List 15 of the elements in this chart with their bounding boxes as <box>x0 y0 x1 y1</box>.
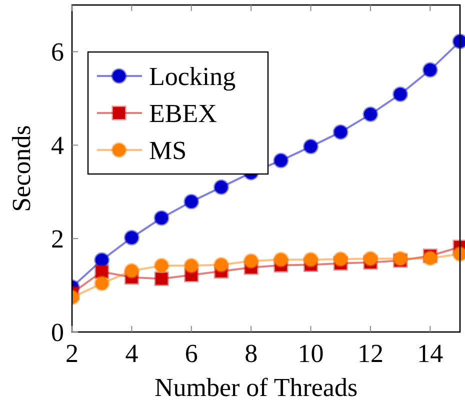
x-tick-label: 10 <box>298 339 324 368</box>
y-tick-label: 6 <box>51 38 64 67</box>
legend-label: MS <box>149 136 187 165</box>
y-tick-label: 0 <box>51 318 64 347</box>
x-tick-label: 6 <box>184 339 198 368</box>
x-tick-label: 14 <box>417 339 444 368</box>
x-tick-label: 12 <box>357 339 384 368</box>
y-axis-title: Seconds <box>7 125 36 212</box>
y-tick-label: 2 <box>51 224 64 254</box>
legend-label: Locking <box>149 62 236 91</box>
x-tick-label: 8 <box>244 339 258 368</box>
x-tick-label: 4 <box>125 339 138 368</box>
y-tick-label: 4 <box>51 131 64 160</box>
x-axis-title: Number of Threads <box>154 373 358 402</box>
legend-label: EBEX <box>149 99 218 128</box>
